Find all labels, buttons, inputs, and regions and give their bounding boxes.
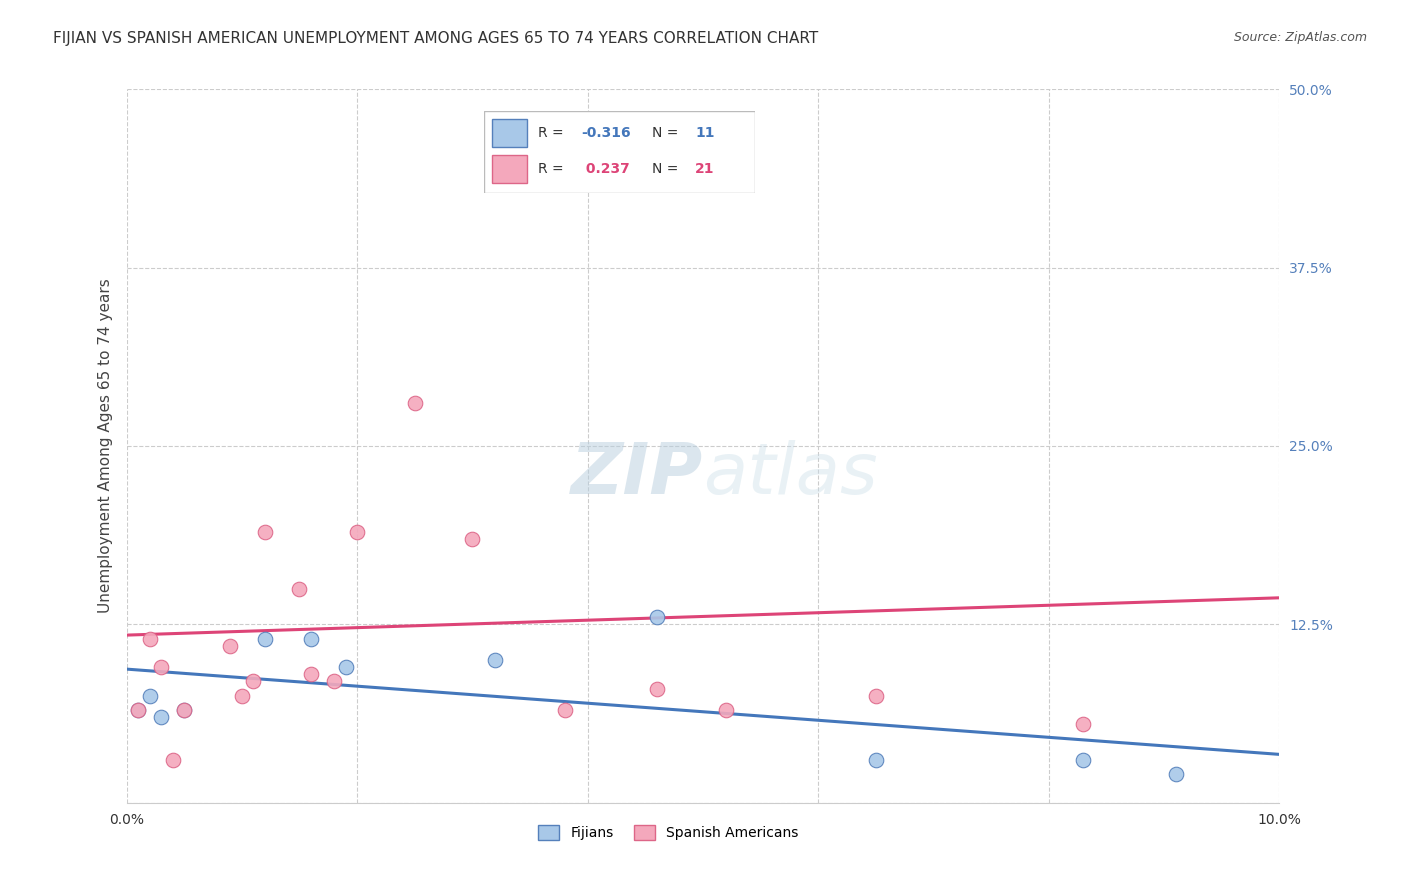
Point: [173, 703, 195, 717]
Point: [323, 674, 346, 689]
Point: [346, 524, 368, 539]
Point: [253, 524, 276, 539]
Point: [335, 660, 357, 674]
Point: [127, 703, 149, 717]
Point: [865, 753, 887, 767]
Legend: Fijians, Spanish Americans: Fijians, Spanish Americans: [533, 820, 804, 846]
Point: [484, 653, 506, 667]
Text: ZIP: ZIP: [571, 440, 703, 509]
Point: [231, 689, 253, 703]
Point: [299, 632, 322, 646]
Point: [714, 703, 737, 717]
Point: [1164, 767, 1187, 781]
Point: [1073, 753, 1095, 767]
Point: [138, 632, 160, 646]
Point: [150, 710, 173, 724]
Point: [288, 582, 311, 596]
Point: [162, 753, 184, 767]
Point: [219, 639, 242, 653]
Point: [242, 674, 264, 689]
Point: [599, 153, 621, 168]
Point: [645, 610, 668, 624]
Y-axis label: Unemployment Among Ages 65 to 74 years: Unemployment Among Ages 65 to 74 years: [97, 278, 112, 614]
Point: [253, 632, 276, 646]
Point: [865, 689, 887, 703]
Point: [127, 703, 149, 717]
Point: [404, 396, 426, 410]
Text: atlas: atlas: [703, 440, 877, 509]
Point: [554, 703, 576, 717]
Point: [150, 660, 173, 674]
Text: FIJIAN VS SPANISH AMERICAN UNEMPLOYMENT AMONG AGES 65 TO 74 YEARS CORRELATION CH: FIJIAN VS SPANISH AMERICAN UNEMPLOYMENT …: [53, 31, 818, 46]
Point: [645, 681, 668, 696]
Text: Source: ZipAtlas.com: Source: ZipAtlas.com: [1233, 31, 1367, 45]
Point: [299, 667, 322, 681]
Point: [461, 532, 484, 546]
Point: [173, 703, 195, 717]
Point: [1073, 717, 1095, 731]
Point: [138, 689, 160, 703]
